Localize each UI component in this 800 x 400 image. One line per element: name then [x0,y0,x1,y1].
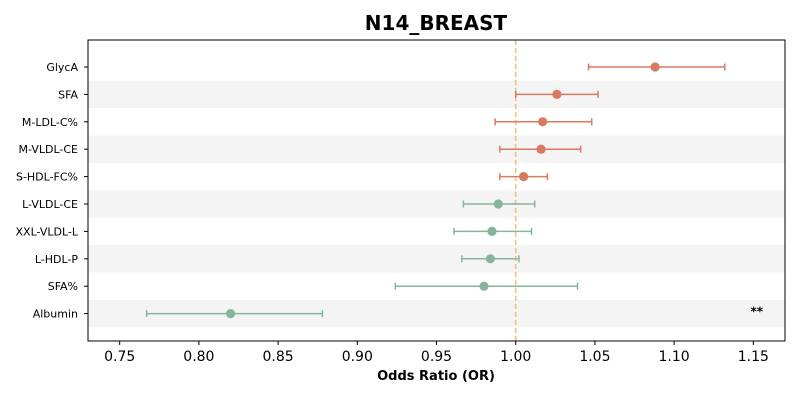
row-mark-glyca [587,62,726,72]
row-mark-xxl-vldl-l [453,226,533,236]
y-axis: GlycA SFA M-LDL-C% M-VLDL-CE S-HDL-FC% L-VLDL… [16,61,88,321]
significance-marker: ** [750,305,763,319]
point-estimate [538,117,548,127]
y-tick-label: S-HDL-FC% [16,171,78,184]
point-estimate [225,309,236,319]
row-mark-sfa [514,89,599,99]
row-stripes [88,80,785,328]
data-marks: ** [145,62,764,319]
y-tick-label: M-VLDL-CE [19,143,79,156]
row-mark-m-vldl-ce [499,144,582,154]
point-estimate [493,199,503,209]
y-tick-label: SFA [58,88,78,101]
x-axis: 0.75 0.80 0.85 0.90 0.95 1.00 1.05 1.10 1.15 [104,341,769,365]
y-tick-label: Albumin [33,308,78,321]
point-estimate [536,144,546,154]
y-tick-label: XXL-VLDL-L [16,225,79,238]
row-mark-l-vldl-ce [462,199,536,209]
x-tick-label: 0.85 [263,349,294,365]
point-estimate [519,172,529,182]
point-estimate [487,226,497,236]
point-estimate [650,62,660,72]
x-tick-label: 1.15 [738,349,769,365]
row-stripe [88,245,785,273]
x-tick-label: 0.90 [342,349,373,365]
x-tick-label: 1.05 [579,349,610,365]
row-mark-sfa- [394,281,579,291]
y-tick-label: SFA% [48,280,78,293]
point-estimate [479,281,489,291]
y-tick-label: L-VLDL-CE [22,198,78,211]
point-estimate [485,254,495,264]
row-mark-l-hdl-p [461,254,520,264]
row-mark-m-ldl-c- [494,117,593,127]
x-tick-label: 0.80 [183,349,214,365]
x-tick-label: 0.75 [104,349,135,365]
row-stripe [88,80,785,109]
row-stripe [88,135,785,163]
y-tick-label: L-HDL-P [35,253,79,266]
x-axis-label: Odds Ratio (OR) [377,369,495,384]
row-mark-s-hdl-fc- [499,172,549,182]
chart-title: N14_BREAST [365,11,508,35]
row-stripe [88,190,785,218]
x-tick-label: 1.10 [659,349,690,365]
point-estimate [552,89,562,99]
x-tick-label: 1.00 [500,349,531,365]
y-tick-label: M-LDL-C% [22,116,78,129]
x-tick-label: 0.95 [421,349,452,365]
row-mark-albumin [145,309,324,319]
y-tick-label: GlycA [46,61,78,74]
